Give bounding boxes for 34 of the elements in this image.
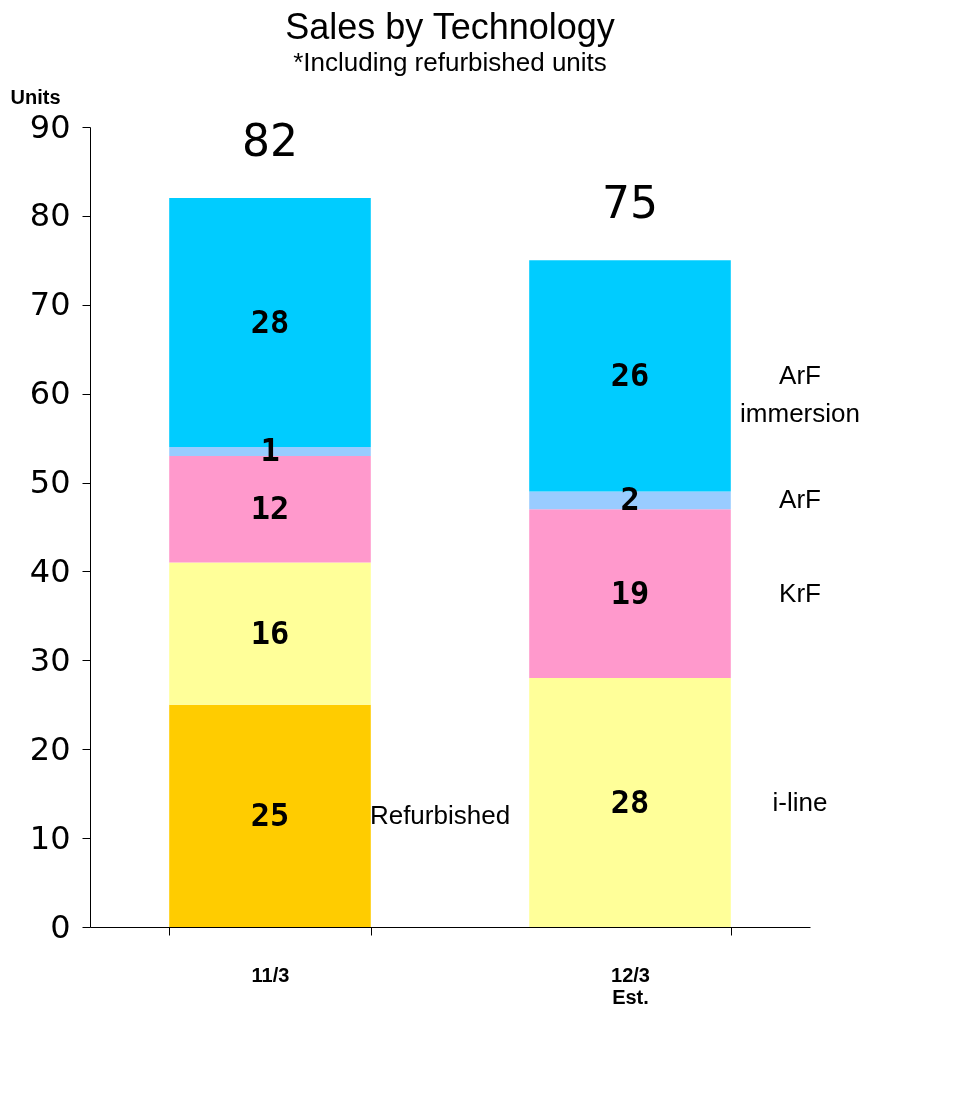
data-label: 28 [250,302,290,341]
series-label: Refurbished [369,799,511,830]
y-tick-label: 50 [29,463,71,502]
y-tick-label: 40 [29,551,71,590]
data-label: 26 [610,355,650,394]
x-tick-label: 12/3 Est. [611,963,650,1008]
total-label: 75 [602,177,658,229]
data-label: 12 [250,489,290,528]
x-tick-label: 11/3 [251,963,290,986]
series-label: ArF [779,484,821,515]
total-label: 82 [242,115,298,167]
y-tick-label: 0 [50,907,71,946]
y-tick-label: 30 [29,640,71,679]
data-label: 25 [250,795,290,834]
bar [169,704,371,927]
bar [169,562,371,705]
series-label: KrF [779,577,821,608]
y-tick-label: 70 [29,285,71,324]
chart-subtitle: *Including refurbished units [293,47,607,77]
bar [529,678,731,927]
data-label: 2 [620,480,640,519]
y-tick-label: 10 [29,818,71,857]
data-label: 16 [250,613,290,652]
chart-title: Sales by Technology [285,6,615,47]
series-label: ArF immersion [740,359,860,428]
data-label: 28 [610,782,650,821]
y-tick-label: 60 [29,374,71,413]
y-tick-label: 20 [29,729,71,768]
y-tick-label: 90 [29,107,71,146]
y-axis-title: Units [10,85,61,108]
bar [529,509,731,679]
y-tick-label: 80 [29,196,71,235]
data-label: 19 [610,573,650,612]
series-label: i-line [772,786,828,817]
